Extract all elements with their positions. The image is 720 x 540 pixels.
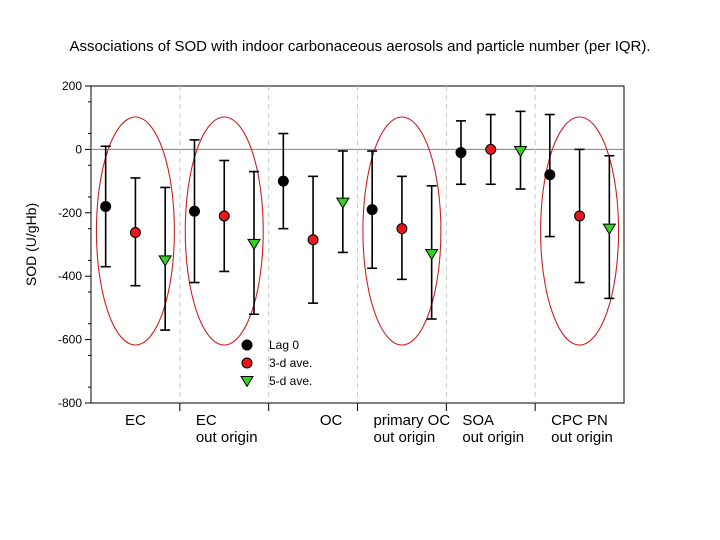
- y-tick-label: -400: [58, 269, 82, 283]
- data-point: [366, 204, 378, 216]
- y-axis-label: SOD (U/gHb): [23, 203, 39, 286]
- y-tick-label: -600: [58, 333, 82, 347]
- data-point: [396, 223, 408, 235]
- data-point: [574, 210, 586, 222]
- legend-label: 5-d ave.: [269, 374, 312, 388]
- y-tick-label: 0: [75, 142, 82, 156]
- highlight-ellipse: [540, 116, 620, 346]
- legend-label: Lag 0: [269, 338, 299, 352]
- highlight-ellipse: [184, 116, 264, 346]
- data-point: [100, 200, 112, 212]
- highlight-ellipse: [95, 116, 175, 346]
- data-point: [218, 210, 230, 222]
- y-tick-label: -800: [58, 396, 82, 410]
- x-category-label: primary OC: [374, 412, 451, 429]
- legend-label: 3-d ave.: [269, 356, 312, 370]
- x-category-label: EC: [125, 412, 146, 429]
- x-category-label: out origin: [196, 429, 258, 446]
- data-point: [277, 175, 289, 187]
- data-point: [307, 234, 319, 246]
- y-tick-label: -200: [58, 206, 82, 220]
- chart-title: Associations of SOD with indoor carbonac…: [69, 38, 651, 55]
- x-category-label: out origin: [551, 429, 613, 446]
- y-tick-label: 200: [62, 79, 82, 93]
- data-point: [544, 169, 556, 181]
- data-point: [424, 249, 439, 261]
- data-point: [158, 255, 173, 267]
- x-category-label: SOA: [462, 412, 494, 429]
- data-point: [247, 238, 261, 251]
- x-category-label: EC: [196, 412, 217, 429]
- data-point: [485, 143, 497, 155]
- data-point: [129, 226, 141, 238]
- x-category-label: out origin: [374, 429, 436, 446]
- data-point: [513, 145, 528, 158]
- data-point: [188, 205, 200, 217]
- data-point: [335, 197, 350, 210]
- data-point: [602, 223, 617, 236]
- data-point: [455, 147, 467, 159]
- x-category-label: CPC PN: [551, 412, 608, 429]
- x-category-label: OC: [320, 412, 343, 429]
- legend-marker: [240, 376, 254, 388]
- x-category-label: out origin: [462, 429, 524, 446]
- legend-marker: [241, 339, 253, 351]
- highlight-ellipse: [362, 116, 442, 346]
- legend-marker: [241, 357, 253, 369]
